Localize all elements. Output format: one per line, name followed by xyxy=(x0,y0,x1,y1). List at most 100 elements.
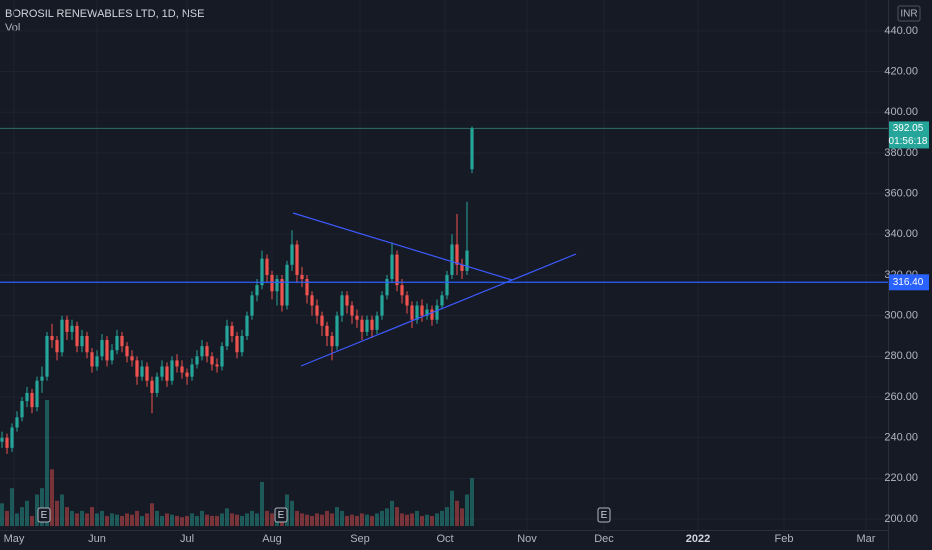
volume-bar xyxy=(225,508,229,526)
candle-body xyxy=(115,335,119,351)
volume-bar xyxy=(30,515,34,526)
currency[interactable]: INR xyxy=(900,9,917,20)
x-tick-label: 2022 xyxy=(686,533,710,545)
y-tick-label: 240.00 xyxy=(884,432,918,444)
candle-body xyxy=(225,325,229,347)
candle-body xyxy=(465,250,469,271)
candle-body xyxy=(185,372,189,377)
currency-box[interactable] xyxy=(897,5,921,22)
candle-body xyxy=(300,274,304,280)
candle-body xyxy=(0,437,4,442)
event-box[interactable] xyxy=(597,507,611,523)
volume-bar xyxy=(180,517,184,526)
candle-body xyxy=(40,376,44,381)
volume-bar xyxy=(435,513,439,526)
event-label[interactable]: E xyxy=(41,510,48,521)
volume-bar xyxy=(80,510,84,526)
volume-bar xyxy=(35,494,39,526)
candle-body xyxy=(255,285,259,296)
candle-body xyxy=(95,356,99,367)
volume-bar xyxy=(110,513,114,526)
last-price-box xyxy=(889,121,929,149)
candle-body xyxy=(315,305,319,316)
candle-body xyxy=(60,319,64,353)
volume-bar xyxy=(420,515,424,526)
volume-bar xyxy=(125,513,129,526)
candle-body xyxy=(310,295,314,306)
volume-bar xyxy=(40,488,44,526)
candle-body xyxy=(260,258,264,286)
volume-bar xyxy=(50,469,54,526)
y-tick-label: 360.00 xyxy=(884,188,918,200)
candle-body xyxy=(270,274,274,292)
candle-body xyxy=(405,295,409,306)
x-tick-label: Dec xyxy=(594,533,614,545)
event-box[interactable] xyxy=(37,507,51,523)
event-label[interactable]: E xyxy=(278,510,285,521)
y-tick-label: 380.00 xyxy=(884,147,918,159)
y-tick-label: 220.00 xyxy=(884,472,918,484)
volume-bar xyxy=(260,481,264,526)
volume-bar xyxy=(0,503,4,526)
volume-bar xyxy=(255,513,259,526)
volume-bar xyxy=(65,507,69,526)
volume-bar xyxy=(385,508,389,526)
volume-bar xyxy=(270,513,274,526)
volume-bar xyxy=(390,500,394,526)
y-tick-label: 340.00 xyxy=(884,228,918,240)
candle-body xyxy=(15,417,19,428)
candle-body xyxy=(75,325,79,347)
volume-bar xyxy=(140,515,144,526)
volume-bar xyxy=(315,513,319,526)
candle-body xyxy=(110,350,114,361)
candle-body xyxy=(365,319,369,332)
volume-bar xyxy=(5,510,9,526)
volume-bar xyxy=(290,500,294,526)
event-box[interactable] xyxy=(274,507,288,523)
volume-bar xyxy=(160,515,164,526)
candle-body xyxy=(20,401,24,418)
volume-bar xyxy=(235,514,239,526)
candle-body xyxy=(375,315,379,330)
candle-body xyxy=(415,305,419,320)
volume-bar xyxy=(410,513,414,526)
x-tick-label: Oct xyxy=(436,533,453,545)
candle-body xyxy=(170,360,174,381)
candle-body xyxy=(55,340,59,353)
candle-body xyxy=(360,319,364,332)
candle-body xyxy=(155,376,159,393)
volume-bar xyxy=(195,515,199,526)
candle-body xyxy=(285,264,289,306)
volume-bar xyxy=(205,514,209,526)
chart-title: BOROSIL RENEWABLES LTD, 1D, NSE xyxy=(5,8,204,20)
x-tick-label: Aug xyxy=(262,533,282,545)
x-tick-label: Nov xyxy=(517,533,537,545)
candle-body xyxy=(100,340,104,357)
candle-body xyxy=(30,392,34,408)
volume-bar xyxy=(400,513,404,526)
volume-bar xyxy=(340,510,344,526)
candle-body xyxy=(320,315,324,326)
volume-bar xyxy=(450,490,454,526)
volume-bar xyxy=(460,508,464,526)
volume-bar xyxy=(185,515,189,526)
volume-bar xyxy=(425,514,429,526)
volume-bar xyxy=(320,514,324,526)
trendline-upper[interactable] xyxy=(292,212,513,281)
volume-bar xyxy=(95,513,99,526)
candle-body xyxy=(160,366,164,377)
volume-bar xyxy=(215,515,219,526)
volume-bar xyxy=(300,513,304,526)
trendline-lower[interactable] xyxy=(300,253,577,367)
volume-bar xyxy=(135,510,139,526)
volume-bar xyxy=(75,513,79,526)
candle-body xyxy=(35,380,39,408)
volume-bar xyxy=(305,514,309,526)
event-label[interactable]: E xyxy=(601,510,608,521)
candle-body xyxy=(400,285,404,296)
volume-bar xyxy=(325,510,329,526)
candle-body xyxy=(335,315,339,347)
candle-body xyxy=(65,319,69,332)
candle-body xyxy=(265,258,269,275)
